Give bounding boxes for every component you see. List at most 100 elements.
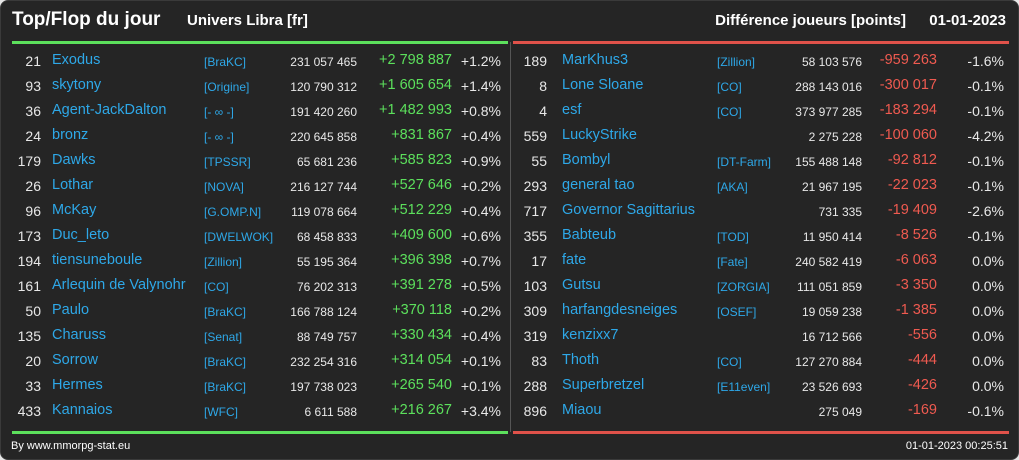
percent-change: +0.4%: [460, 328, 501, 344]
alliance-tag-link[interactable]: [DT-Farm]: [717, 155, 771, 169]
alliance-tag-link[interactable]: [TOD]: [717, 230, 749, 244]
alliance-tag-link[interactable]: [WFC]: [204, 405, 238, 419]
alliance-tag-link[interactable]: [AKA]: [717, 180, 748, 194]
header-date: 01-01-2023: [929, 12, 1006, 29]
alliance-tag-link[interactable]: [Zillion]: [204, 255, 243, 269]
player-name-link[interactable]: Charuss: [52, 327, 106, 343]
player-name-link[interactable]: Hermes: [52, 377, 103, 393]
alliance-tag-link[interactable]: [TPSSR]: [204, 155, 251, 169]
player-rank: 288: [523, 378, 547, 394]
player-points: 197 738 023: [290, 380, 357, 394]
alliance-tag-link[interactable]: [CO]: [717, 80, 742, 94]
table-row: 355 Babteub [TOD] 11 950 414 -8 526 -0.1%: [511, 223, 1018, 248]
player-points: 275 049: [818, 405, 862, 419]
top-losers-list: 189 MarKhus3 [Zillion] 58 103 576 -959 263 -1…: [511, 48, 1018, 423]
percent-change: -0.1%: [967, 178, 1004, 194]
player-name-link[interactable]: Lone Sloane: [562, 77, 644, 93]
points-difference: +330 434: [391, 327, 452, 343]
player-rank: 293: [523, 178, 547, 194]
alliance-tag-link[interactable]: [Origine]: [204, 80, 250, 94]
alliance-tag-link[interactable]: [DWELWOK]: [204, 230, 274, 244]
player-name-link[interactable]: Governor Sagittarius: [562, 202, 695, 218]
player-name-link[interactable]: Arlequin de Valynohr: [52, 277, 186, 293]
player-name-link[interactable]: skytony: [52, 77, 102, 93]
alliance-tag-link[interactable]: [G.OMP.N]: [204, 205, 262, 219]
player-name-link[interactable]: Superbretzel: [562, 377, 645, 393]
player-name-link[interactable]: tiensuneboule: [52, 252, 143, 268]
alliance-tag-link[interactable]: [OSEF]: [717, 305, 757, 319]
player-points: 16 712 566: [801, 330, 862, 344]
player-rank: 135: [17, 328, 41, 344]
percent-change: -0.1%: [967, 103, 1004, 119]
points-difference: -300 017: [879, 77, 937, 93]
player-name-link[interactable]: harfangdesneiges: [562, 302, 678, 318]
player-name-link[interactable]: MarKhus3: [562, 52, 629, 68]
player-rank: 93: [25, 78, 41, 94]
percent-change: -0.1%: [967, 78, 1004, 94]
alliance-tag-link[interactable]: [BraKC]: [204, 55, 247, 69]
table-row: 135 Charuss [Senat] 88 749 757 +330 434 +0.4%: [1, 323, 510, 348]
percent-change: 0.0%: [972, 353, 1004, 369]
alliance-tag-link[interactable]: [ZORGIA]: [717, 280, 770, 294]
player-name-link[interactable]: fate: [562, 252, 587, 268]
alliance-tag-link[interactable]: [NOVA]: [204, 180, 244, 194]
player-points: 58 103 576: [801, 55, 862, 69]
player-name-link[interactable]: general tao: [562, 177, 635, 193]
player-name-link[interactable]: McKay: [52, 202, 97, 218]
player-name-link[interactable]: Bombyl: [562, 152, 611, 168]
player-name-link[interactable]: Paulo: [52, 302, 90, 318]
player-name-link[interactable]: Lothar: [52, 177, 94, 193]
player-name-link[interactable]: bronz: [52, 127, 89, 143]
player-name-link[interactable]: Sorrow: [52, 352, 98, 368]
player-points: 55 195 364: [296, 255, 357, 269]
player-rank: 433: [17, 403, 41, 419]
player-rank: 96: [25, 203, 41, 219]
player-name-link[interactable]: Thoth: [562, 352, 600, 368]
percent-change: +3.4%: [460, 403, 501, 419]
alliance-tag-link[interactable]: [BraKC]: [204, 380, 247, 394]
percent-change: +0.4%: [460, 128, 501, 144]
player-points: 68 458 833: [296, 230, 357, 244]
player-rank: 559: [523, 128, 547, 144]
player-name-link[interactable]: Babteub: [562, 227, 617, 243]
player-name-link[interactable]: Gutsu: [562, 277, 601, 293]
percent-change: +0.6%: [460, 228, 501, 244]
player-points: 731 335: [818, 205, 862, 219]
player-rank: 189: [523, 53, 547, 69]
alliance-tag-link[interactable]: [BraKC]: [204, 355, 247, 369]
player-name-link[interactable]: Agent-JackDalton: [52, 102, 167, 118]
alliance-tag-link[interactable]: [E11even]: [717, 380, 771, 394]
alliance-tag-link[interactable]: [BraKC]: [204, 305, 247, 319]
player-name-link[interactable]: esf: [562, 102, 582, 118]
player-name-link[interactable]: Dawks: [52, 152, 96, 168]
alliance-tag-link[interactable]: [CO]: [717, 105, 742, 119]
points-difference: +370 118: [392, 302, 452, 318]
player-rank: 194: [17, 253, 41, 269]
table-row: 4 esf [CO] 373 977 285 -183 294 -0.1%: [511, 98, 1018, 123]
alliance-tag-link[interactable]: [CO]: [717, 355, 742, 369]
player-name-link[interactable]: Duc_leto: [52, 227, 110, 243]
player-points: 19 059 238: [801, 305, 862, 319]
alliance-tag-link[interactable]: [CO]: [204, 280, 229, 294]
player-points: 2 275 228: [808, 130, 862, 144]
player-name-link[interactable]: kenzixx7: [562, 327, 619, 343]
table-row: 36 Agent-JackDalton [- ∞ -] 191 420 260 +1 4…: [1, 98, 510, 123]
player-name-link[interactable]: Kannaios: [52, 402, 113, 418]
player-name-link[interactable]: Miaou: [562, 402, 602, 418]
alliance-tag-link[interactable]: [Senat]: [204, 330, 243, 344]
percent-change: +0.9%: [460, 153, 501, 169]
player-rank: 179: [17, 153, 41, 169]
alliance-tag-link[interactable]: [Zillion]: [717, 55, 756, 69]
alliance-tag-link[interactable]: [- ∞ -]: [204, 105, 234, 119]
player-name-link[interactable]: Exodus: [52, 52, 101, 68]
alliance-tag-link[interactable]: [Fate]: [717, 255, 748, 269]
alliance-tag-link[interactable]: [- ∞ -]: [204, 130, 234, 144]
points-difference: +396 398: [391, 252, 452, 268]
table-row: 161 Arlequin de Valynohr [CO] 76 202 313 +39…: [1, 273, 510, 298]
header: Top/Flop du jour Univers Libra [fr] Diff…: [1, 1, 1018, 41]
player-points: 155 488 148: [795, 155, 862, 169]
player-rank: 4: [539, 103, 547, 119]
player-rank: 21: [25, 53, 41, 69]
player-points: 88 749 757: [296, 330, 357, 344]
player-name-link[interactable]: LuckyStrike: [562, 127, 637, 143]
